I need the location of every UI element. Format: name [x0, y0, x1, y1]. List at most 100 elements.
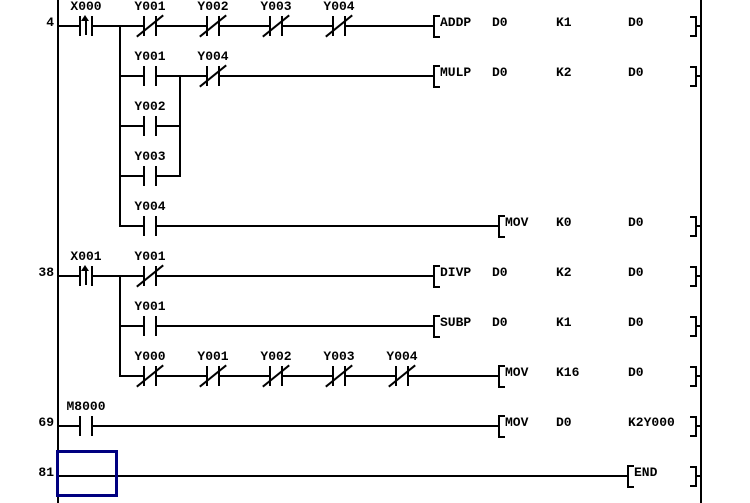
instruction-opcode[interactable]: DIVP — [440, 265, 472, 280]
instruction-open-bracket — [433, 65, 440, 88]
instruction-operand[interactable]: K16 — [556, 365, 580, 380]
rung-wire — [57, 275, 435, 277]
rung-wire — [119, 325, 435, 327]
contact-label: Y004 — [197, 49, 229, 64]
instruction-operand[interactable]: K2 — [556, 65, 572, 80]
instruction-operand[interactable]: D0 — [628, 15, 644, 30]
instruction-opcode[interactable]: MOV — [505, 365, 529, 380]
contact-bar — [91, 416, 93, 436]
instruction-opcode[interactable]: MOV — [505, 215, 529, 230]
contact-backing — [145, 216, 155, 236]
instruction-operand[interactable]: D0 — [492, 15, 508, 30]
contact-bar — [344, 366, 346, 386]
edit-cursor[interactable] — [56, 450, 118, 497]
rung-wire — [57, 25, 435, 27]
contact-bar — [155, 16, 157, 36]
step-number: 69 — [38, 415, 54, 430]
instruction-operand[interactable]: D0 — [628, 315, 644, 330]
contact-bar — [143, 116, 145, 136]
contact-label: Y000 — [134, 349, 166, 364]
contact-label: Y002 — [197, 0, 229, 14]
rung-wire — [695, 425, 702, 427]
instruction-operand[interactable]: D0 — [556, 415, 572, 430]
instruction-operand[interactable]: D0 — [492, 65, 508, 80]
contact-bar — [218, 366, 220, 386]
contact-bar — [395, 366, 397, 386]
instruction-operand[interactable]: D0 — [628, 65, 644, 80]
rung-wire — [119, 225, 500, 227]
instruction-opcode[interactable]: ADDP — [440, 15, 472, 30]
contact-bar — [143, 316, 145, 336]
rising-edge-shaft — [85, 19, 87, 35]
rung-wire — [695, 275, 702, 277]
contact-label: Y001 — [197, 349, 229, 364]
rung-wire — [57, 475, 629, 477]
rung-wire — [695, 75, 702, 77]
contact-bar — [269, 366, 271, 386]
contact-label: Y001 — [134, 249, 166, 264]
contact-bar — [332, 16, 334, 36]
contact-bar — [281, 366, 283, 386]
rising-edge-arrow-icon — [81, 265, 89, 271]
rising-edge-arrow-icon — [81, 15, 89, 21]
instruction-open-bracket — [433, 265, 440, 288]
contact-backing — [145, 316, 155, 336]
contact-bar — [155, 216, 157, 236]
instruction-operand[interactable]: K2 — [556, 265, 572, 280]
right-power-rail — [700, 0, 702, 503]
instruction-opcode[interactable]: MOV — [505, 415, 529, 430]
contact-bar — [206, 366, 208, 386]
contact-label: X001 — [70, 249, 102, 264]
contact-bar — [155, 66, 157, 86]
contact-label: Y003 — [260, 0, 292, 14]
contact-backing — [81, 416, 91, 436]
contact-bar — [143, 66, 145, 86]
instruction-open-bracket — [498, 365, 505, 388]
rung-wire — [695, 325, 702, 327]
contact-label: Y003 — [323, 349, 355, 364]
contact-bar — [269, 16, 271, 36]
contact-bar — [155, 316, 157, 336]
contact-label: Y001 — [134, 49, 166, 64]
contact-bar — [79, 16, 81, 36]
contact-bar — [79, 416, 81, 436]
instruction-operand[interactable]: D0 — [492, 265, 508, 280]
instruction-operand[interactable]: D0 — [628, 215, 644, 230]
contact-bar — [155, 116, 157, 136]
contact-label: Y001 — [134, 0, 166, 14]
step-number: 4 — [46, 15, 54, 30]
contact-bar — [143, 266, 145, 286]
instruction-opcode[interactable]: MULP — [440, 65, 472, 80]
instruction-operand[interactable]: D0 — [492, 315, 508, 330]
instruction-operand[interactable]: D0 — [628, 365, 644, 380]
instruction-operand[interactable]: K1 — [556, 15, 572, 30]
contact-label: M8000 — [66, 399, 106, 414]
contact-bar — [155, 266, 157, 286]
instruction-opcode[interactable]: SUBP — [440, 315, 472, 330]
contact-bar — [332, 366, 334, 386]
rung-wire — [695, 225, 702, 227]
contact-backing — [145, 166, 155, 186]
rung-wire — [57, 425, 500, 427]
contact-bar — [344, 16, 346, 36]
instruction-opcode[interactable]: END — [634, 465, 658, 480]
contact-label: Y002 — [260, 349, 292, 364]
instruction-operand[interactable]: D0 — [628, 265, 644, 280]
instruction-operand[interactable]: K2Y000 — [628, 415, 675, 430]
contact-bar — [407, 366, 409, 386]
contact-bar — [143, 166, 145, 186]
contact-bar — [143, 216, 145, 236]
contact-bar — [143, 366, 145, 386]
contact-bar — [91, 266, 93, 286]
step-number: 38 — [38, 265, 54, 280]
rung-wire — [695, 475, 702, 477]
step-number: 81 — [38, 465, 54, 480]
rung-wire — [695, 25, 702, 27]
instruction-operand[interactable]: K0 — [556, 215, 572, 230]
contact-bar — [218, 66, 220, 86]
rung-wire — [695, 375, 702, 377]
contact-label: Y003 — [134, 149, 166, 164]
contact-bar — [206, 16, 208, 36]
instruction-operand[interactable]: K1 — [556, 315, 572, 330]
